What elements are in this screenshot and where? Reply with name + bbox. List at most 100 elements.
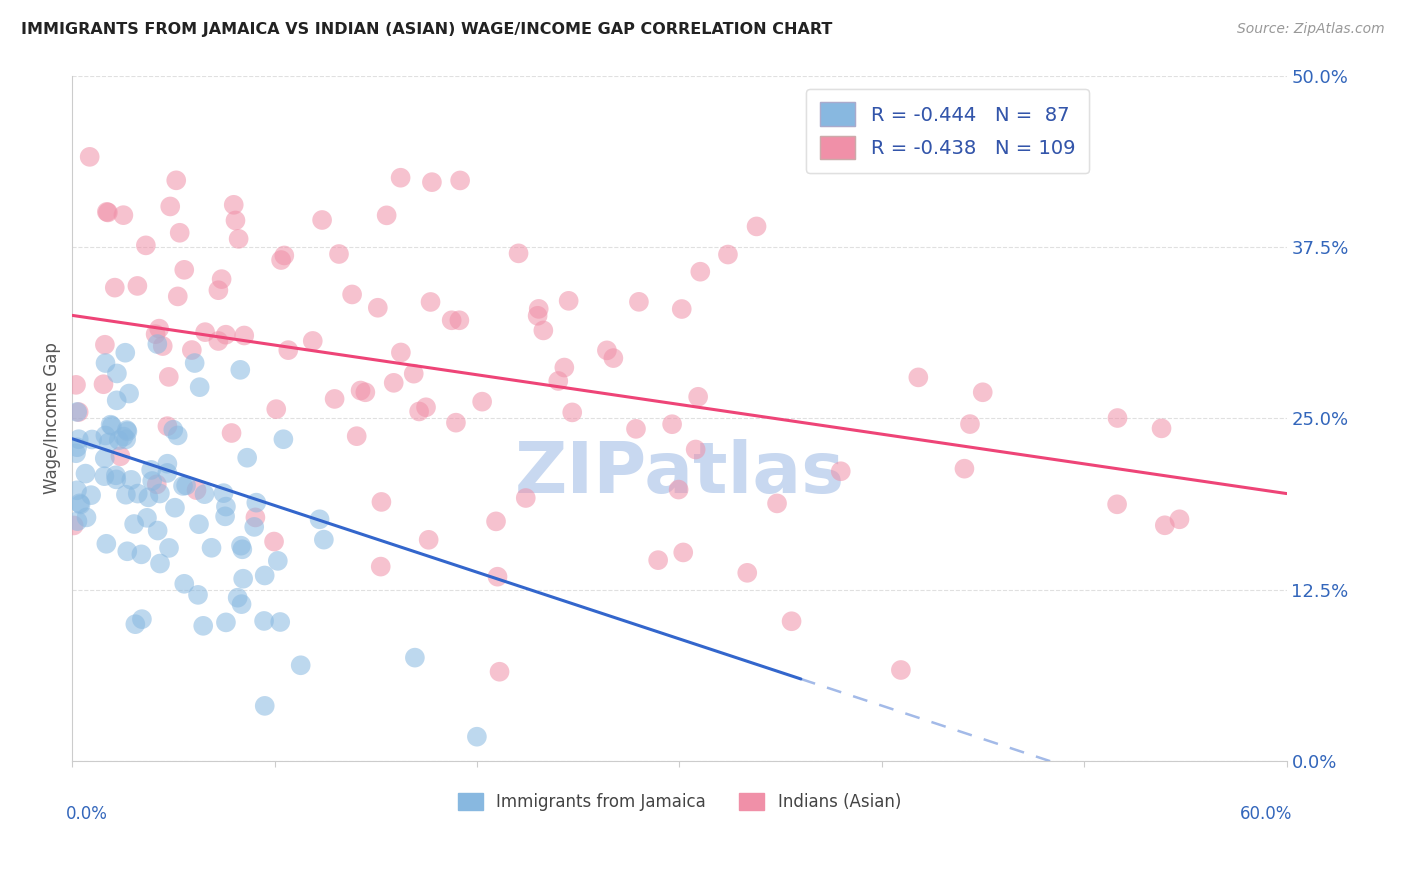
Point xyxy=(323,392,346,406)
Point xyxy=(668,483,690,497)
Point xyxy=(557,293,579,308)
Point xyxy=(224,213,246,227)
Point xyxy=(717,247,740,261)
Point xyxy=(972,385,994,400)
Point xyxy=(233,328,256,343)
Point xyxy=(735,566,758,580)
Point xyxy=(80,488,103,502)
Point xyxy=(389,170,412,185)
Point xyxy=(156,466,179,480)
Point xyxy=(157,370,180,384)
Point xyxy=(156,457,179,471)
Point xyxy=(270,253,292,268)
Point xyxy=(214,509,236,524)
Point xyxy=(229,363,252,377)
Point xyxy=(94,451,117,466)
Point xyxy=(146,337,169,351)
Point xyxy=(485,515,508,529)
Point xyxy=(269,615,291,629)
Point xyxy=(110,47,132,62)
Point xyxy=(627,294,650,309)
Point xyxy=(236,450,259,465)
Point xyxy=(211,272,233,286)
Point xyxy=(508,246,530,260)
Point xyxy=(907,370,929,384)
Point xyxy=(149,557,172,571)
Point xyxy=(141,463,163,477)
Point xyxy=(215,615,238,630)
Point xyxy=(122,516,145,531)
Point xyxy=(449,313,471,327)
Point xyxy=(382,376,405,390)
Point xyxy=(66,514,89,528)
Point xyxy=(226,591,249,605)
Y-axis label: Wage/Income Gap: Wage/Income Gap xyxy=(44,343,60,494)
Point xyxy=(65,377,87,392)
Point xyxy=(159,199,181,213)
Point xyxy=(66,405,89,419)
Point xyxy=(66,440,89,454)
Point xyxy=(193,487,215,501)
Point xyxy=(253,614,276,628)
Point xyxy=(194,325,217,339)
Point xyxy=(62,518,84,533)
Point xyxy=(647,553,669,567)
Point xyxy=(215,500,238,514)
Point xyxy=(120,473,142,487)
Point xyxy=(188,380,211,394)
Point xyxy=(141,474,163,488)
Point xyxy=(152,339,174,353)
Text: IMMIGRANTS FROM JAMAICA VS INDIAN (ASIAN) WAGE/INCOME GAP CORRELATION CHART: IMMIGRANTS FROM JAMAICA VS INDIAN (ASIAN… xyxy=(21,22,832,37)
Point xyxy=(689,265,711,279)
Point xyxy=(264,402,287,417)
Point xyxy=(596,343,619,358)
Point xyxy=(253,698,276,713)
Point xyxy=(444,416,467,430)
Point xyxy=(547,374,569,388)
Point xyxy=(108,433,131,447)
Point xyxy=(766,496,789,510)
Point xyxy=(115,432,138,446)
Point xyxy=(830,464,852,478)
Point xyxy=(166,289,188,303)
Point xyxy=(67,405,90,419)
Point xyxy=(97,205,120,219)
Point xyxy=(174,478,197,492)
Point xyxy=(419,295,441,310)
Point xyxy=(346,429,368,443)
Point xyxy=(624,422,647,436)
Point xyxy=(82,433,104,447)
Text: ZIPatlas: ZIPatlas xyxy=(515,439,845,508)
Point xyxy=(231,542,253,557)
Point xyxy=(375,208,398,222)
Point xyxy=(290,658,312,673)
Point xyxy=(145,327,167,342)
Point xyxy=(104,468,127,483)
Point xyxy=(553,360,575,375)
Point xyxy=(136,511,159,525)
Point xyxy=(465,730,488,744)
Point xyxy=(97,435,120,450)
Point xyxy=(1168,512,1191,526)
Point xyxy=(186,483,208,497)
Point xyxy=(112,208,135,222)
Text: 60.0%: 60.0% xyxy=(1240,805,1292,823)
Point xyxy=(308,512,330,526)
Point xyxy=(671,301,693,316)
Point xyxy=(112,429,135,443)
Point xyxy=(67,432,90,446)
Point xyxy=(389,345,412,359)
Point xyxy=(449,173,471,187)
Point xyxy=(1107,411,1129,425)
Point xyxy=(243,520,266,534)
Point xyxy=(110,449,132,463)
Point xyxy=(661,417,683,432)
Point xyxy=(212,486,235,500)
Point xyxy=(69,498,91,512)
Point xyxy=(100,417,122,432)
Point xyxy=(169,226,191,240)
Point xyxy=(245,496,267,510)
Point xyxy=(124,617,146,632)
Point xyxy=(488,665,510,679)
Point xyxy=(471,394,494,409)
